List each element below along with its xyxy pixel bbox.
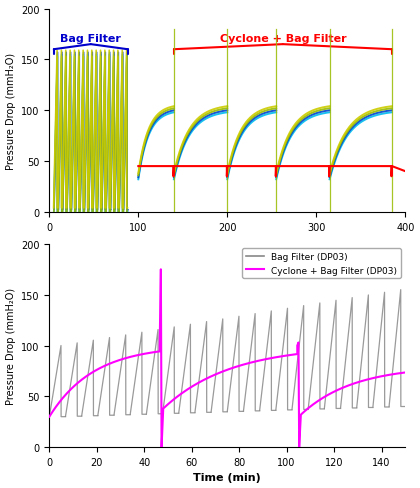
Y-axis label: Pressure Drop (mmH₂O): Pressure Drop (mmH₂O): [5, 287, 16, 404]
X-axis label: Time (min): Time (min): [194, 472, 261, 483]
Text: Bag Filter: Bag Filter: [60, 34, 121, 44]
Legend: Bag Filter (DP03), Cyclone + Bag Filter (DP03): Bag Filter (DP03), Cyclone + Bag Filter …: [242, 249, 401, 279]
Text: Cyclone + Bag Filter: Cyclone + Bag Filter: [220, 34, 346, 44]
Y-axis label: Pressure Drop (mmH₂O): Pressure Drop (mmH₂O): [5, 53, 16, 169]
